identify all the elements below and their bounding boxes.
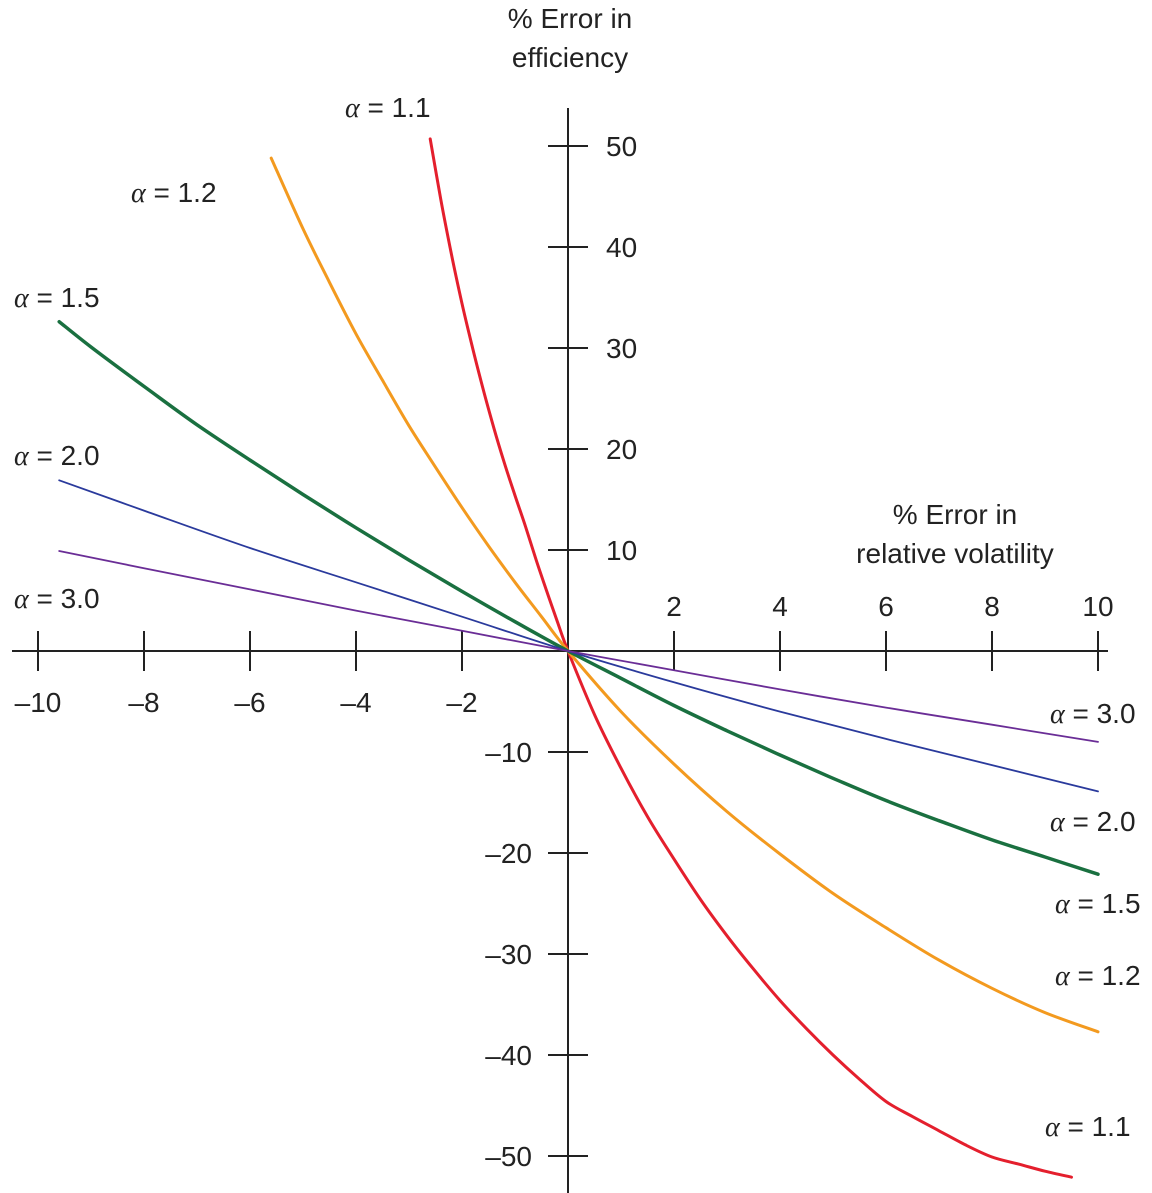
curves	[57, 137, 1100, 1179]
x-axis-title: % Error in	[893, 499, 1017, 530]
x-tick-label: 2	[666, 591, 682, 622]
series-line-30	[58, 550, 1099, 743]
y-tick-label: –50	[485, 1141, 532, 1172]
y-tick-label: 20	[606, 434, 637, 465]
y-axis-title: efficiency	[512, 42, 628, 73]
series-label-15-right: α = 1.5	[1055, 888, 1141, 920]
axes	[12, 108, 1108, 1193]
x-tick-label: –6	[234, 687, 265, 718]
series-label-12-right: α = 1.2	[1055, 960, 1141, 992]
x-axis-title: relative volatility	[856, 538, 1054, 569]
y-tick-label: 50	[606, 131, 637, 162]
x-tick-label: –10	[15, 687, 62, 718]
y-tick-label: –20	[485, 838, 532, 869]
series-line-15	[57, 319, 1100, 876]
x-tick-label: –2	[446, 687, 477, 718]
y-tick-label: 10	[606, 535, 637, 566]
y-axis-title: % Error in	[508, 3, 632, 34]
y-tick-label: –10	[485, 737, 532, 768]
y-tick-label: 40	[606, 232, 637, 263]
y-tick-label: –40	[485, 1040, 532, 1071]
x-tick-label: –8	[128, 687, 159, 718]
series-label-20-right: α = 2.0	[1050, 806, 1136, 838]
series-label-11-left: α = 1.1	[345, 92, 431, 124]
labels: –10 –8 –6 –4 –2 2 4 6 8 10 50 40 30 20 10 –10 –20 –30 –40 –…	[14, 3, 1141, 1172]
series-label-30-right: α = 3.0	[1050, 698, 1136, 730]
x-tick-label: 10	[1082, 591, 1113, 622]
series-line-11	[428, 137, 1073, 1179]
series-line-12	[269, 156, 1100, 1034]
series-label-15-left: α = 1.5	[14, 282, 100, 314]
y-tick-label: –30	[485, 939, 532, 970]
x-tick-label: 4	[772, 591, 788, 622]
series-label-11-right: α = 1.1	[1045, 1111, 1131, 1143]
series-label-20-left: α = 2.0	[14, 440, 100, 472]
x-tick-label: 8	[984, 591, 1000, 622]
series-label-12-left: α = 1.2	[131, 177, 217, 209]
x-tick-label: –4	[340, 687, 371, 718]
series-label-30-left: α = 3.0	[14, 583, 100, 615]
x-tick-label: 6	[878, 591, 894, 622]
y-tick-label: 30	[606, 333, 637, 364]
